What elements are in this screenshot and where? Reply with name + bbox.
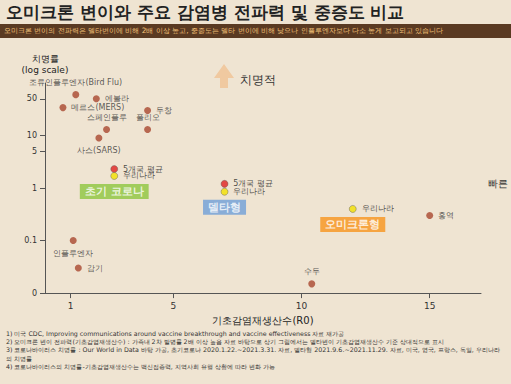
- svg-text:스페인플루: 스페인플루: [87, 113, 127, 122]
- html-text:2) 오미크론 변이 전파력(기초감염재생산수) : 가족내: 2) 오미크론 변이 전파력(기초감염재생산수) : 가족내 2차 발병률 2배…: [6, 338, 444, 346]
- svg-text:0.1: 0.1: [24, 236, 37, 245]
- svg-text:오미크론형: 오미크론형: [325, 218, 380, 231]
- svg-text:5: 5: [170, 301, 176, 311]
- svg-text:10: 10: [27, 131, 37, 140]
- svg-text:5: 5: [32, 147, 37, 156]
- svg-text:50: 50: [27, 94, 37, 103]
- svg-text:치명적: 치명적: [240, 73, 276, 87]
- svg-text:우리나라: 우리나라: [362, 204, 394, 213]
- svg-text:우리나라: 우리나라: [233, 187, 265, 196]
- svg-text:기초감염재생산수(R0): 기초감염재생산수(R0): [212, 315, 313, 326]
- svg-text:10: 10: [296, 301, 308, 311]
- svg-text:0: 0: [32, 289, 37, 298]
- html-text:1) 미국 CDC, Improving communica: 1) 미국 CDC, Improving communications arou…: [6, 330, 345, 337]
- svg-text:홍역: 홍역: [438, 211, 454, 220]
- svg-text:사스(SARS): 사스(SARS): [77, 146, 121, 155]
- svg-text:인플루엔자: 인플루엔자: [53, 249, 93, 258]
- html-text:오미크론 변이의 전파력은 델타변이에 비해 2배 이상 높: 오미크론 변이의 전파력은 델타변이에 비해 2배 이상 높고, 중증도는 델타…: [4, 26, 443, 35]
- svg-text:5개국 평균: 5개국 평균: [123, 164, 163, 174]
- svg-text:5개국 평균: 5개국 평균: [233, 179, 273, 189]
- html-text:4) 코로나바이러스의 치명률-기초감염재생산수는 백신접종: 4) 코로나바이러스의 치명률-기초감염재생산수는 백신접종력, 지역사회 유행…: [6, 362, 275, 370]
- svg-text:조류인플루엔자(Bird Flu): 조류인플루엔자(Bird Flu): [29, 78, 122, 87]
- svg-text:폴리오: 폴리오: [136, 113, 160, 122]
- svg-text:1: 1: [32, 184, 37, 193]
- html-text:오미크론 변이와 주요 감염병 전파력 및 중증도 비교: 오미크론 변이와 주요 감염병 전파력 및 중증도 비교: [6, 2, 405, 22]
- svg-text:감기: 감기: [87, 264, 103, 273]
- svg-text:빠른: 빠른: [488, 178, 508, 189]
- svg-text:15: 15: [424, 301, 435, 311]
- svg-text:메르스(MERS): 메르스(MERS): [71, 103, 124, 112]
- svg-text:두창: 두창: [156, 106, 173, 115]
- html-text:3) 코로나바이러스 치명률 : Our World in: 3) 코로나바이러스 치명률 : Our World in Data 바탕 가공…: [6, 346, 500, 362]
- svg-text:초기 코로나: 초기 코로나: [85, 185, 144, 198]
- svg-text:수두: 수두: [304, 267, 320, 276]
- svg-text:치명률: 치명률: [32, 54, 59, 64]
- svg-text:에볼라: 에볼라: [105, 94, 129, 103]
- svg-text:(log scale): (log scale): [22, 65, 69, 75]
- svg-text:우리나라: 우리나라: [123, 171, 155, 180]
- svg-text:델타형: 델타형: [208, 201, 241, 214]
- svg-text:1: 1: [68, 301, 74, 311]
